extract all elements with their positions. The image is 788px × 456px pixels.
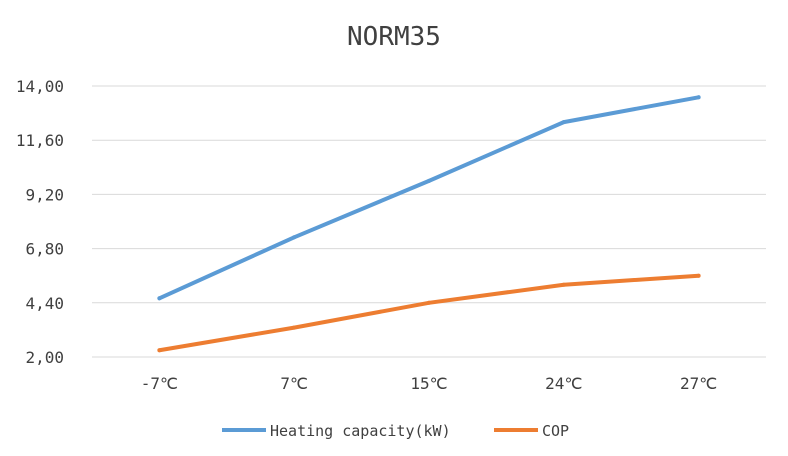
data-point: [427, 300, 431, 305]
chart-title: NORM35: [347, 22, 441, 52]
data-point: [561, 120, 566, 125]
data-point: [427, 178, 431, 183]
y-tick-label: 2,00: [25, 348, 64, 367]
data-point: [292, 325, 297, 330]
x-axis-ticks: -7℃ 7℃ 15℃ 24℃ 27℃: [141, 374, 717, 393]
grid-lines: [92, 85, 766, 358]
data-point: [157, 348, 162, 353]
y-tick-label: 9,20: [25, 185, 64, 204]
data-point: [561, 282, 566, 287]
y-tick-label: 6,80: [25, 240, 64, 259]
y-axis-ticks: 2,00 4,40 6,80 9,20 11,60 14,00: [16, 77, 64, 367]
x-tick-label: 7℃: [280, 374, 308, 393]
data-point: [696, 273, 701, 278]
series-line-0: [157, 95, 701, 301]
data-point: [292, 235, 297, 240]
x-tick-label: 24℃: [545, 374, 582, 393]
y-tick-label: 14,00: [16, 77, 64, 96]
legend-label: COP: [542, 422, 569, 440]
y-tick-label: 4,40: [25, 294, 64, 313]
x-tick-label: 15℃: [410, 374, 447, 393]
data-point: [696, 95, 701, 100]
y-tick-label: 11,60: [16, 131, 64, 150]
legend-label: Heating capacity(kW): [270, 422, 451, 440]
x-tick-label: 27℃: [680, 374, 717, 393]
x-tick-label: -7℃: [141, 374, 178, 393]
legend: Heating capacity(kW) COP: [222, 422, 569, 440]
data-point: [157, 296, 162, 301]
series-line-1: [157, 273, 701, 353]
series-lines: [157, 95, 701, 353]
